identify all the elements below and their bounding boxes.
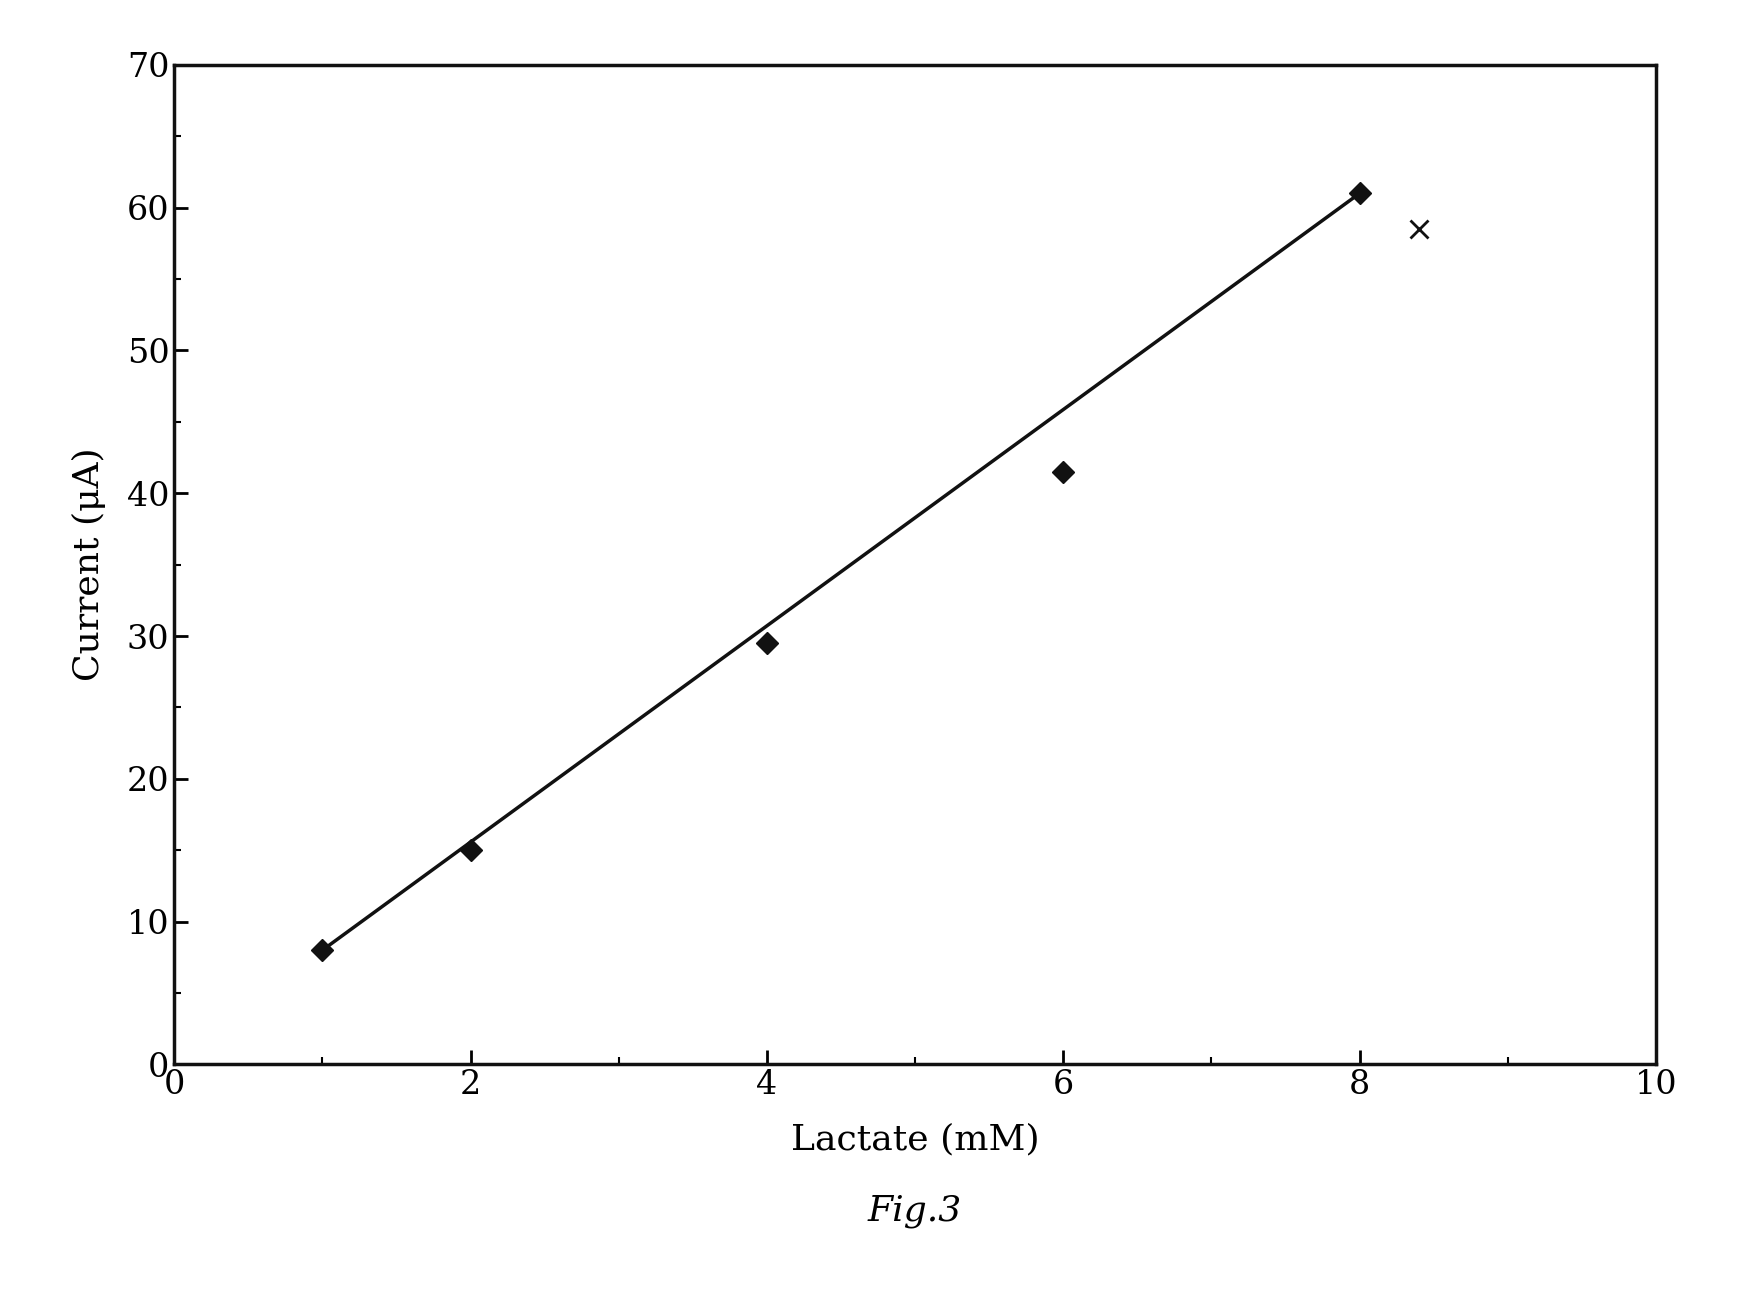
X-axis label: Lactate (mM): Lactate (mM) [791,1121,1039,1157]
Text: Fig.3: Fig.3 [868,1194,962,1228]
Y-axis label: Current (μA): Current (μA) [71,448,106,681]
